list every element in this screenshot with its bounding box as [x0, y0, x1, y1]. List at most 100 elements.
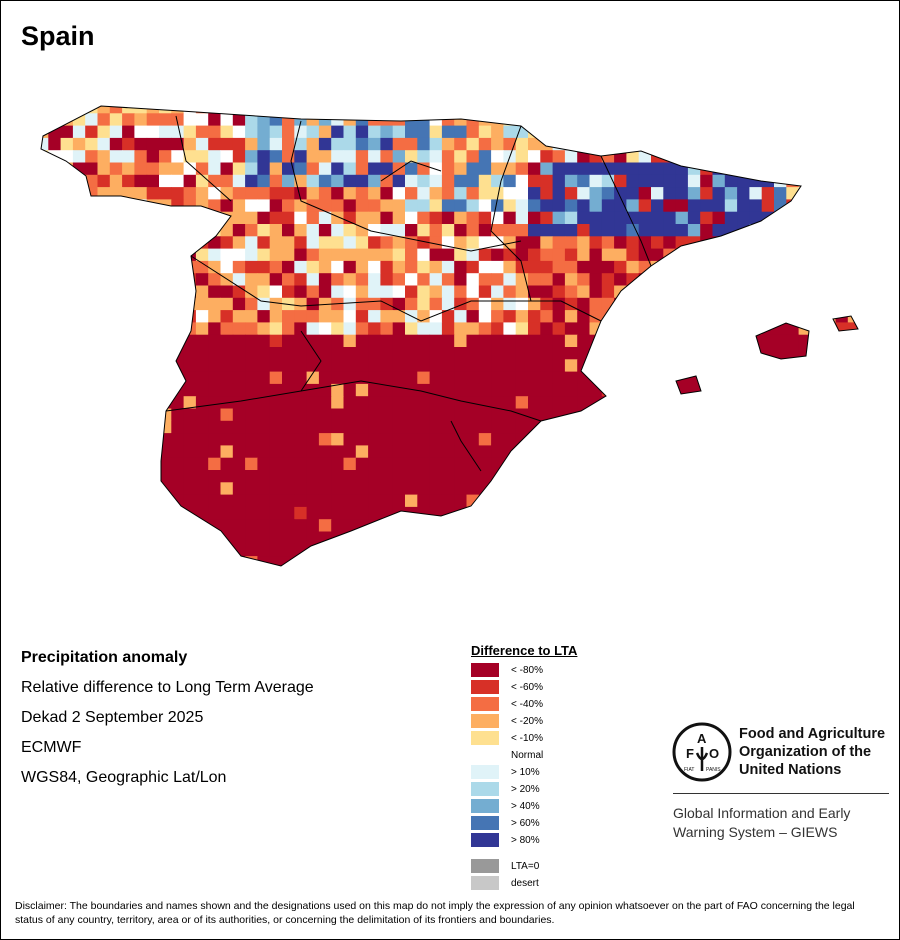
grid-cell: [675, 482, 689, 496]
grid-cell: [860, 212, 873, 225]
grid-cell: [466, 433, 480, 446]
grid-cell: [380, 310, 394, 323]
grid-cell: [72, 224, 86, 237]
grid-cell: [847, 470, 858, 483]
grid-cell: [147, 568, 160, 581]
grid-cell: [331, 433, 344, 446]
grid-cell: [380, 408, 394, 422]
grid-cell: [72, 187, 86, 200]
svg-text:A: A: [697, 731, 707, 746]
grid-cell: [417, 556, 431, 566]
grid-cell: [282, 347, 295, 360]
grid-cell: [847, 260, 858, 274]
grid-cell: [503, 383, 517, 397]
grid-cell: [60, 420, 74, 434]
grid-cell: [700, 371, 713, 385]
grid-cell: [528, 310, 541, 323]
grid-cell: [429, 482, 443, 496]
grid-cell: [564, 236, 578, 250]
grid-cell: [786, 137, 800, 151]
grid-cell: [171, 334, 185, 348]
grid-cell: [810, 383, 824, 397]
grid-cell: [515, 482, 529, 496]
grid-cell: [540, 236, 554, 250]
grid-cell: [651, 445, 664, 459]
grid-cell: [712, 310, 726, 323]
grid-cell: [823, 260, 836, 274]
grid-cell: [72, 347, 86, 360]
grid-cell: [491, 334, 504, 348]
grid-cell: [380, 199, 394, 213]
grid-cell: [786, 433, 800, 446]
grid-cell: [195, 445, 209, 459]
grid-cell: [122, 322, 135, 336]
grid-cell: [552, 224, 566, 237]
grid-cell: [109, 310, 123, 323]
grid-cell: [786, 494, 800, 508]
grid-cell: [552, 556, 566, 566]
grid-cell: [712, 519, 726, 532]
grid-cell: [860, 384, 873, 397]
grid-cell: [355, 482, 369, 496]
grid-cell: [72, 310, 86, 323]
grid-cell: [60, 359, 74, 373]
grid-cell: [257, 457, 271, 471]
grid-cell: [48, 113, 62, 127]
grid-cell: [798, 359, 812, 373]
grid-cell: [134, 106, 148, 114]
grid-cell: [589, 494, 603, 508]
grid-cell: [847, 408, 858, 422]
grid-cell: [823, 174, 836, 188]
grid-cell: [466, 408, 480, 422]
grid-cell: [798, 106, 812, 114]
grid-cell: [208, 162, 221, 176]
grid-cell: [146, 457, 160, 471]
grid-cell: [146, 494, 160, 508]
svg-text:PANIS: PANIS: [706, 767, 721, 773]
grid-cell: [860, 544, 873, 557]
grid-cell: [466, 285, 480, 299]
grid-cell: [282, 371, 295, 385]
grid-cell: [282, 383, 295, 397]
grid-cell: [786, 543, 800, 557]
grid-cell: [171, 211, 185, 225]
grid-cell: [638, 224, 652, 237]
grid-cell: [232, 137, 246, 151]
grid-cell: [405, 519, 418, 532]
grid-cell: [331, 408, 344, 422]
grid-cell: [540, 187, 554, 200]
grid-cell: [97, 506, 111, 520]
grid-cell: [798, 519, 812, 532]
grid-cell: [441, 556, 455, 566]
grid-cell: [183, 543, 197, 557]
grid-cell: [392, 408, 406, 422]
grid-cell: [183, 285, 197, 299]
grid-cell: [318, 273, 332, 286]
grid-cell: [466, 470, 480, 483]
grid-cell: [466, 174, 480, 188]
grid-cell: [761, 420, 775, 434]
grid-cell: [392, 211, 406, 225]
grid-cell: [651, 433, 664, 446]
grid-cell: [159, 556, 172, 566]
grid-cell: [491, 543, 504, 557]
grid-cell: [368, 482, 381, 496]
grid-cell: [417, 433, 431, 446]
grid-cell: [540, 125, 554, 139]
grid-cell: [540, 334, 554, 348]
grid-cell: [417, 568, 430, 581]
grid-cell: [860, 568, 873, 581]
grid-cell: [98, 568, 111, 581]
grid-cell: [786, 445, 800, 459]
grid-cell: [441, 482, 455, 496]
grid-cell: [306, 297, 320, 311]
grid-cell: [146, 174, 160, 188]
grid-cell: [601, 470, 615, 483]
grid-cell: [392, 347, 406, 360]
grid-cell: [749, 420, 763, 434]
grid-cell: [245, 199, 258, 213]
grid-cell: [97, 445, 111, 459]
grid-cell: [724, 113, 738, 127]
grid-cell: [466, 494, 480, 508]
grid-cell: [589, 457, 603, 471]
